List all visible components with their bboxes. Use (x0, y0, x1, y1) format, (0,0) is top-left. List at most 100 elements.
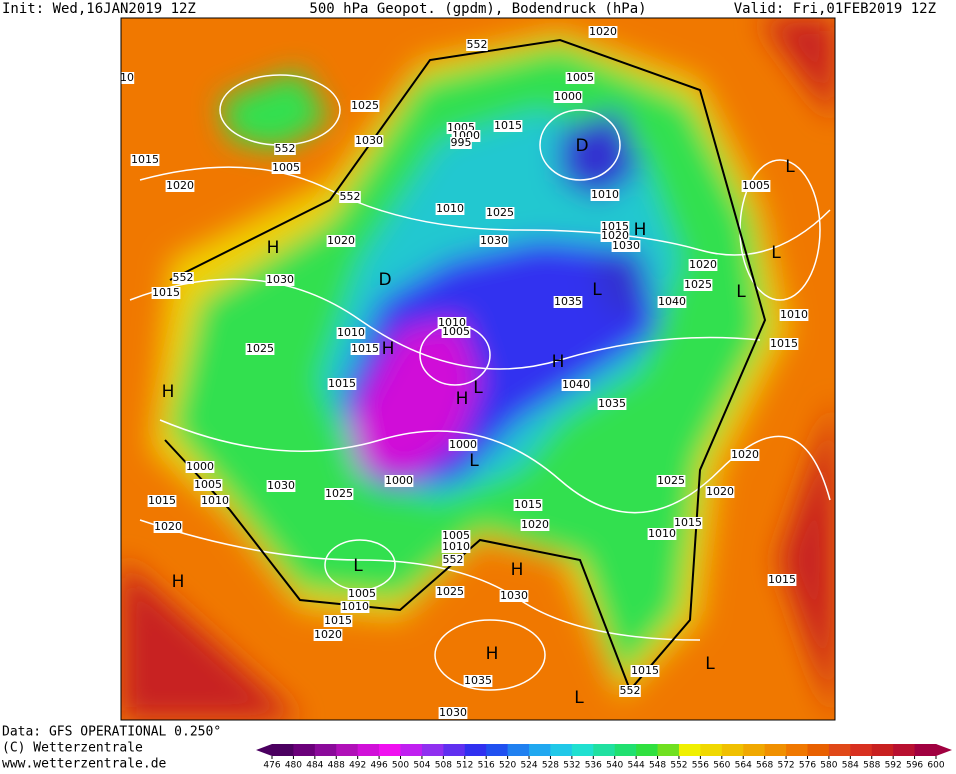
isobar-label: 1000 (385, 474, 413, 487)
scale-box (421, 744, 444, 756)
label-box (441, 326, 471, 338)
label-box (657, 296, 687, 308)
isobar-label: 1015 (674, 516, 702, 529)
label-box (769, 338, 799, 350)
isobar-label: 1010 (442, 540, 470, 553)
scale-arrow (936, 744, 952, 756)
label-box (479, 235, 509, 247)
isobar-label: 1035 (464, 674, 492, 687)
pressure-center: H (172, 572, 185, 592)
label-box (327, 378, 357, 390)
isobar-label: 1030 (266, 273, 294, 286)
isobar-label: 1005 (742, 179, 770, 192)
label-box (265, 274, 295, 286)
isobar-label: 552 (340, 190, 361, 203)
isobar-label: 1005 (442, 529, 470, 542)
scale-box (721, 744, 744, 756)
pressure-center: L (785, 157, 795, 177)
isobar-label: 1015 (631, 664, 659, 677)
scale-box (828, 744, 851, 756)
scale-label: 564 (735, 761, 752, 771)
label-box (688, 259, 718, 271)
label-box (274, 143, 296, 155)
scale-box (314, 744, 337, 756)
label-box (172, 272, 194, 284)
label-box (553, 296, 583, 308)
label-box (611, 240, 641, 252)
pressure-center: H (267, 238, 280, 258)
label-box (441, 541, 471, 553)
scale-label: 572 (777, 761, 794, 771)
isobar-label: 552 (443, 553, 464, 566)
scale-label: 476 (263, 761, 280, 771)
pressure-center: L (771, 243, 781, 263)
label-box (730, 449, 760, 461)
isobar-label: 1015 (770, 337, 798, 350)
isobar-label: 1020 (166, 179, 194, 192)
pressure-center: H (162, 382, 175, 402)
pressure-center: H (511, 560, 524, 580)
scale-label: 568 (756, 761, 773, 771)
label-box (485, 207, 515, 219)
scale-label: 576 (799, 761, 816, 771)
scale-box (507, 744, 530, 756)
isobar-label: 1015 (514, 498, 542, 511)
isobar-label: 1025 (246, 342, 274, 355)
isobar-label: 1025 (486, 206, 514, 219)
scale-box (893, 744, 916, 756)
label-box (779, 309, 809, 321)
scale-box (357, 744, 380, 756)
label-box (442, 554, 464, 566)
scale-box (871, 744, 894, 756)
scale-label: 516 (478, 761, 495, 771)
isobar-label: 1025 (436, 585, 464, 598)
isobar-label: 1025 (325, 487, 353, 500)
scale-box (636, 744, 659, 756)
isobar-label: 1000 (554, 90, 582, 103)
label-box (520, 519, 550, 531)
label-box (647, 528, 677, 540)
isobar-label: 1015 (601, 220, 629, 233)
label-box (493, 120, 523, 132)
label-box (339, 191, 361, 203)
scale-box (850, 744, 873, 756)
isobar-label: 1025 (684, 278, 712, 291)
isobar-label: 1030 (500, 589, 528, 602)
label-box (463, 675, 493, 687)
scale-label: 536 (585, 761, 602, 771)
isobar-label: 1005 (348, 587, 376, 600)
label-box (435, 586, 465, 598)
scale-box (400, 744, 423, 756)
label-box (590, 189, 620, 201)
label-box (597, 398, 627, 410)
map: 552 1020 10 1005 1000 1025 1005 1015 1030 1000 995… (121, 18, 835, 720)
label-box (193, 479, 223, 491)
scale-box (743, 744, 766, 756)
isobar-label: 552 (173, 271, 194, 284)
init-time: Init: Wed,16JAN2019 12Z (2, 1, 196, 17)
isobar-label: 1015 (152, 286, 180, 299)
label-box (336, 327, 366, 339)
scale-label: 480 (285, 761, 302, 771)
label-box (630, 665, 660, 677)
label-box (450, 137, 472, 149)
pressure-center: H (382, 339, 395, 359)
pressure-center: L (469, 451, 479, 471)
isobar-label: 1015 (768, 573, 796, 586)
label-box (340, 601, 370, 613)
isobar-label: 1015 (351, 342, 379, 355)
isobar-label: 1010 (436, 202, 464, 215)
isobar-label: 552 (275, 142, 296, 155)
label-box (600, 230, 630, 242)
scale-label: 540 (606, 761, 623, 771)
label-box (513, 499, 543, 511)
label-box (185, 461, 215, 473)
label-box (324, 488, 354, 500)
pressure-center: H (456, 389, 469, 409)
isobar-label: 1020 (589, 25, 617, 38)
scale-box (914, 744, 937, 756)
scale-box (764, 744, 787, 756)
valid-time: Valid: Fri,01FEB2019 12Z (734, 1, 936, 17)
isobar-label: 1000 (449, 438, 477, 451)
isobar-label: 1020 (314, 628, 342, 641)
